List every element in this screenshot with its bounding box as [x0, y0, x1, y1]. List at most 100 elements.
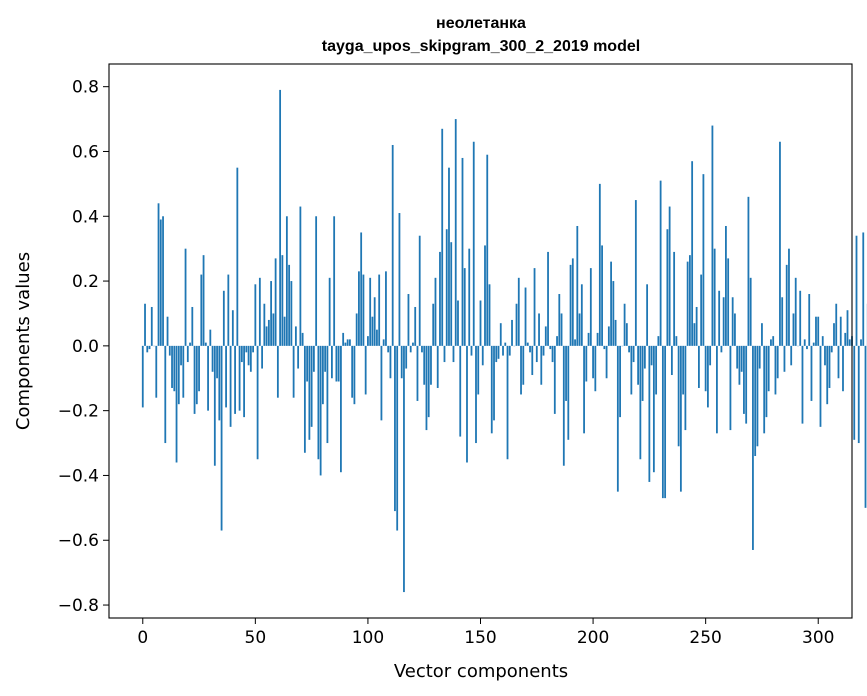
- bar-24: [195, 345, 198, 405]
- bar-145: [468, 248, 471, 346]
- bar-305: [828, 345, 831, 388]
- bar-107: [382, 339, 385, 346]
- bar-320: [862, 232, 865, 346]
- bar-110: [389, 345, 392, 379]
- bar-3: [148, 345, 151, 350]
- bar-261: [729, 345, 732, 431]
- bar-157: [495, 345, 498, 363]
- bar-246: [695, 306, 698, 346]
- bar-254: [713, 248, 716, 346]
- bar-111: [391, 144, 394, 346]
- bar-175: [535, 345, 538, 363]
- bar-226: [650, 345, 653, 366]
- bar-288: [790, 345, 793, 366]
- bar-12: [168, 345, 171, 356]
- bar-267: [743, 345, 745, 414]
- bar-99: [364, 345, 367, 395]
- bar-312: [844, 332, 847, 346]
- bar-277: [765, 345, 768, 418]
- bar-20: [186, 345, 189, 363]
- bar-202: [596, 332, 599, 346]
- bar-89: [342, 332, 345, 346]
- bar-178: [542, 345, 545, 356]
- bar-283: [779, 141, 781, 346]
- bar-235: [670, 345, 673, 376]
- bar-122: [416, 345, 419, 401]
- y-tick-label: −0.6: [58, 531, 99, 551]
- bar-224: [646, 284, 649, 346]
- bar-113: [396, 345, 399, 531]
- bar-11: [166, 316, 169, 346]
- bar-200: [592, 345, 594, 379]
- bar-317: [855, 235, 858, 346]
- bar-309: [837, 345, 840, 379]
- bar-263: [734, 313, 736, 346]
- bar-51: [256, 345, 259, 460]
- bar-56: [267, 319, 270, 346]
- bar-211: [616, 345, 619, 492]
- bar-302: [821, 336, 824, 346]
- bar-64: [285, 216, 288, 346]
- bar-159: [499, 323, 502, 346]
- bar-2: [146, 345, 149, 353]
- bar-114: [398, 213, 401, 346]
- bar-259: [725, 225, 727, 346]
- bar-298: [812, 342, 815, 346]
- bar-92: [349, 339, 351, 346]
- bar-321: [864, 345, 867, 508]
- bar-112: [394, 345, 396, 512]
- bar-68: [294, 326, 297, 346]
- bar-307: [833, 323, 835, 346]
- bar-245: [693, 323, 696, 346]
- bar-121: [414, 306, 417, 346]
- x-tick-label: 100: [352, 628, 384, 648]
- bar-163: [508, 345, 511, 356]
- bar-162: [506, 345, 509, 460]
- bar-155: [490, 345, 493, 434]
- bar-232: [664, 345, 667, 499]
- bar-258: [722, 297, 725, 346]
- bar-244: [691, 161, 694, 346]
- bar-125: [423, 345, 426, 385]
- bar-231: [661, 345, 664, 499]
- bar-253: [711, 125, 714, 346]
- bar-199: [589, 268, 592, 346]
- bar-63: [283, 316, 286, 346]
- bar-264: [736, 345, 739, 369]
- bar-21: [189, 342, 191, 346]
- bar-52: [258, 277, 261, 346]
- bar-289: [792, 313, 795, 346]
- bar-314: [848, 339, 851, 346]
- bar-100: [367, 336, 369, 346]
- bar-78: [317, 345, 320, 460]
- bar-117: [405, 345, 408, 369]
- bar-286: [785, 264, 788, 346]
- bar-39: [229, 345, 232, 427]
- bar-201: [594, 345, 597, 392]
- bar-59: [274, 258, 277, 346]
- bar-33: [216, 345, 218, 379]
- bar-196: [583, 345, 585, 434]
- bar-19: [184, 248, 187, 346]
- bar-4: [150, 306, 153, 346]
- bar-310: [839, 316, 842, 346]
- bar-69: [297, 345, 300, 369]
- x-axis-ticks: 0 50 100 150 200 250 300: [137, 618, 834, 648]
- bar-47: [247, 345, 250, 366]
- bar-249: [702, 174, 705, 346]
- bar-146: [470, 345, 473, 356]
- bar-173: [531, 345, 534, 376]
- bar-85: [333, 216, 336, 346]
- bar-218: [632, 345, 635, 363]
- bar-205: [603, 345, 606, 350]
- bar-301: [819, 345, 822, 427]
- bar-79: [319, 345, 322, 476]
- bar-103: [373, 297, 376, 346]
- bar-66: [290, 281, 293, 346]
- bar-18: [182, 345, 185, 398]
- bar-169: [522, 345, 525, 385]
- bar-38: [227, 274, 230, 346]
- bar-123: [418, 235, 421, 346]
- bar-142: [461, 157, 464, 346]
- bar-168: [520, 345, 522, 395]
